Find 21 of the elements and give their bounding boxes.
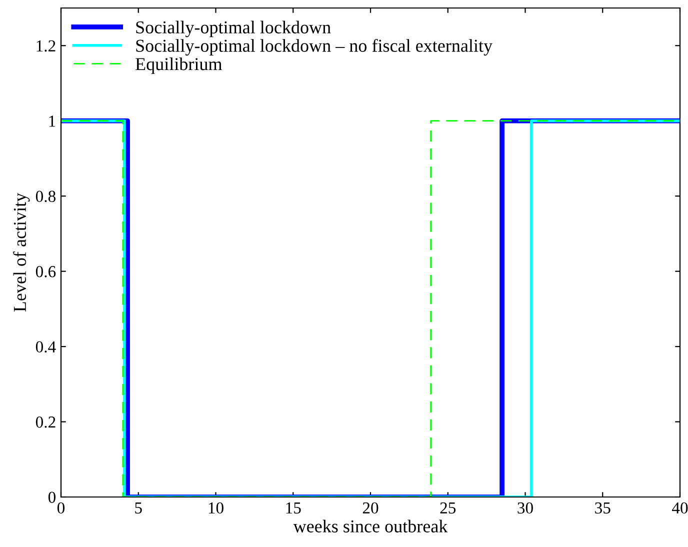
- x-tick-label: 30: [518, 502, 533, 514]
- x-tick-label: 20: [362, 502, 378, 514]
- y-tick-label: 0.4: [36, 341, 56, 353]
- y-tick-label: 1: [49, 116, 56, 127]
- y-tick-label: 0.8: [36, 190, 56, 202]
- x-tick-label: 0: [57, 502, 65, 514]
- legend-label: Equilibrium: [136, 58, 222, 74]
- x-tick-label: 5: [135, 502, 142, 514]
- legend-label: Socially-optimal lockdown: [136, 20, 331, 38]
- y-axis-title: Level of activity: [13, 192, 30, 312]
- x-axis-title: weeks since outbreak: [293, 520, 448, 532]
- y-tick-label: 0.6: [36, 266, 56, 278]
- x-tick-label: 40: [672, 502, 688, 514]
- y-tick-label: 0: [48, 492, 56, 503]
- x-tick-label: 10: [208, 502, 224, 514]
- x-tick-label: 35: [595, 502, 610, 514]
- x-tick-label: 15: [286, 502, 301, 514]
- legend-label: Socially-optimal lockdown – no fiscal externality: [136, 38, 492, 56]
- y-tick-label: 1.2: [36, 40, 56, 52]
- x-tick-label: 25: [440, 502, 456, 514]
- y-tick-label: 0.2: [36, 416, 56, 428]
